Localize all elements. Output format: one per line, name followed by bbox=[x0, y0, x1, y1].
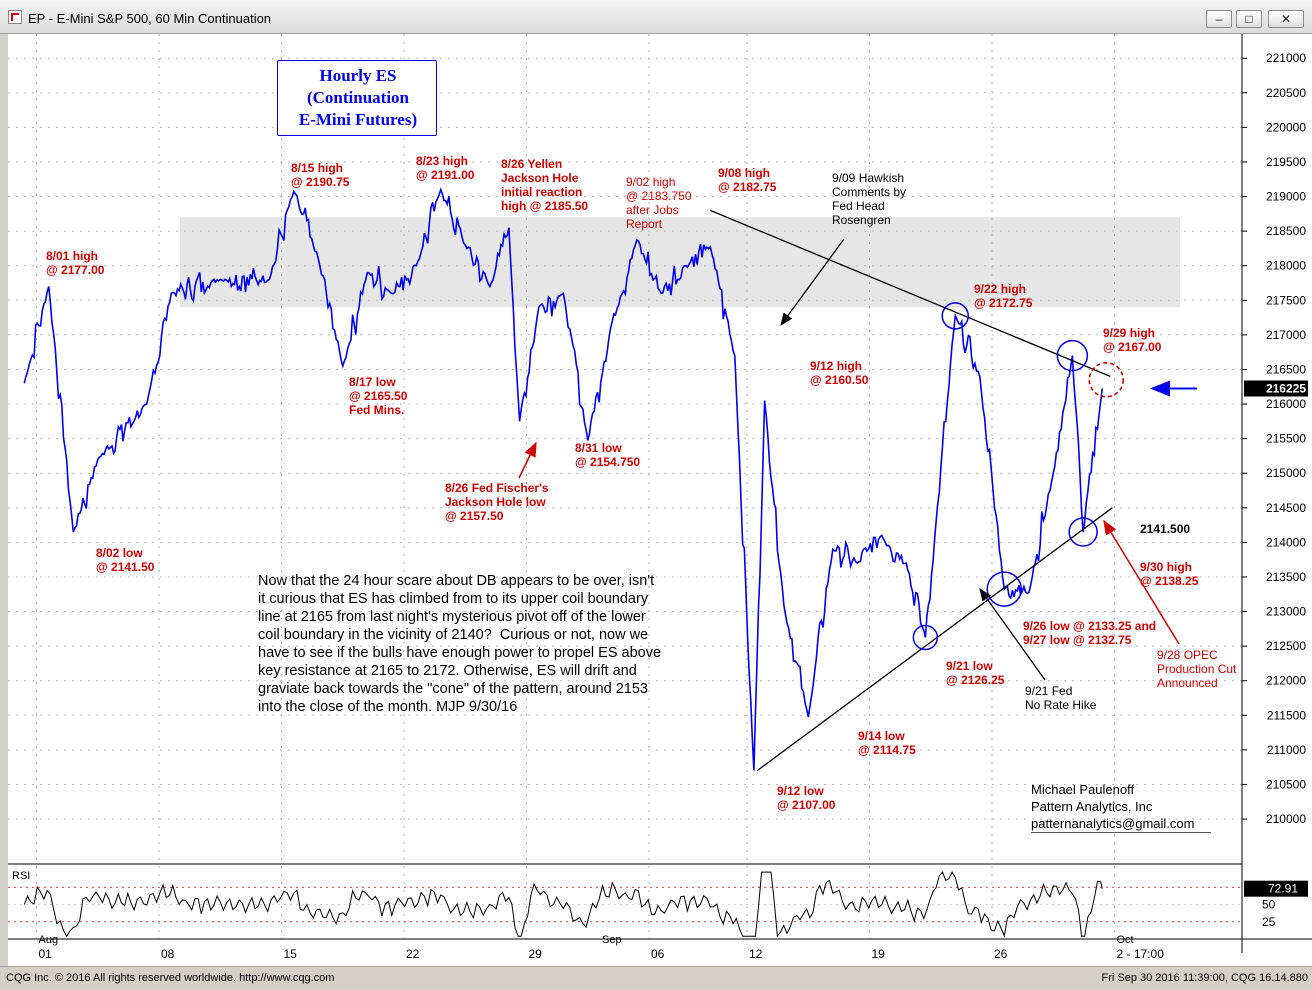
copyright-text: CQG Inc. © 2016 All rights reserved worl… bbox=[6, 972, 335, 984]
annotation-922-high: 9/22 high @ 2172.75 bbox=[974, 282, 1033, 310]
rsi-current-label: 72.91 bbox=[1268, 882, 1298, 896]
price-tick-label: 216000 bbox=[1266, 397, 1306, 411]
minimize-button[interactable]: ‒ bbox=[1206, 10, 1232, 28]
level-label-2141: 2141.500 bbox=[1140, 522, 1191, 536]
price-tick-label: 218500 bbox=[1266, 224, 1306, 238]
status-bar: CQG Inc. © 2016 All rights reserved worl… bbox=[0, 966, 1312, 990]
chart-area[interactable]: 210000 210500 211000 211500 212000 212500 2130… bbox=[8, 34, 1312, 966]
time-tick-label: 19 bbox=[872, 947, 886, 961]
time-tick-label: 15 bbox=[284, 947, 298, 961]
info-line-1: Hourly ES bbox=[319, 66, 397, 85]
month-label: Oct bbox=[1117, 934, 1134, 946]
price-chart[interactable]: 210000 210500 211000 211500 212000 212500 2130… bbox=[8, 34, 1312, 966]
upper-trendline bbox=[710, 209, 1111, 377]
annotation-912-high: 9/12 high @ 2160.50 bbox=[810, 359, 869, 387]
time-tick-label: 08 bbox=[161, 947, 175, 961]
time-tick-label: 12 bbox=[749, 947, 763, 961]
annotation-826-fischer: 8/26 Fed Fischer's Jackson Hole low @ 2157… bbox=[445, 481, 549, 523]
price-tick-label: 213000 bbox=[1266, 605, 1306, 619]
rsi-line bbox=[23, 871, 1103, 938]
pivot-circle bbox=[941, 302, 969, 330]
annotation-930-high: 9/30 high @ 2138.25 bbox=[1140, 560, 1199, 588]
close-button[interactable]: ✕ bbox=[1268, 10, 1304, 28]
price-tick-label: 214000 bbox=[1266, 535, 1306, 549]
annotation-823-high: 8/23 high @ 2191.00 bbox=[416, 154, 475, 182]
target-circle bbox=[1088, 362, 1125, 398]
annotation-929-high: 9/29 high @ 2167.00 bbox=[1103, 326, 1162, 354]
time-tick-label: 29 bbox=[529, 947, 543, 961]
info-line-3: E-Mini Futures) bbox=[298, 110, 418, 129]
app-icon bbox=[8, 10, 22, 24]
annotation-826-yellen: 8/26 Yellen Jackson Hole initial reaction h… bbox=[501, 157, 589, 213]
annotation-815-high: 8/15 high @ 2190.75 bbox=[291, 161, 350, 189]
arrow-rosengren bbox=[780, 238, 845, 327]
price-tick-label: 218000 bbox=[1266, 259, 1306, 273]
time-tick-label: 2 - 17:00 bbox=[1117, 947, 1165, 961]
price-tick-label: 220000 bbox=[1266, 120, 1306, 134]
last-price-label: 216225 bbox=[1266, 381, 1306, 395]
price-tick-label: 215500 bbox=[1266, 432, 1306, 446]
annotation-902-high: 9/02 high @ 2183.750 after Jobs Report bbox=[626, 175, 692, 231]
annotation-831-low: 8/31 low @ 2154.750 bbox=[575, 441, 641, 469]
price-tick-label: 214500 bbox=[1266, 501, 1306, 515]
price-series-line bbox=[23, 187, 1104, 771]
time-tick-label: 06 bbox=[651, 947, 665, 961]
price-tick-label: 210500 bbox=[1266, 777, 1306, 791]
chart-info-box: Hourly ES (Continuation E-Mini Futures) bbox=[277, 60, 437, 136]
arrow-fischer bbox=[518, 441, 537, 479]
annotation-908-high: 9/08 high @ 2182.75 bbox=[718, 166, 777, 194]
price-tick-label: 217000 bbox=[1266, 328, 1306, 342]
annotation-914-low: 9/14 low @ 2114.75 bbox=[858, 729, 916, 757]
resistance-zone bbox=[180, 217, 1180, 308]
last-price-box bbox=[1244, 380, 1308, 397]
info-line-2: (Continuation bbox=[306, 88, 410, 107]
annotation-802-low: 8/02 low @ 2141.50 bbox=[96, 546, 155, 574]
time-tick-label: 22 bbox=[406, 947, 420, 961]
rsi-current-box bbox=[1244, 880, 1308, 897]
pivot-circle bbox=[912, 624, 939, 651]
rsi-label: RSI bbox=[12, 870, 30, 882]
arrow-fed-no-hike bbox=[979, 587, 1046, 681]
price-tick-label: 219500 bbox=[1266, 155, 1306, 169]
time-tick-label: 26 bbox=[994, 947, 1008, 961]
month-label: Aug bbox=[39, 934, 59, 946]
price-tick-label: 212000 bbox=[1266, 674, 1306, 688]
price-tick-label: 213500 bbox=[1266, 570, 1306, 584]
price-tick-label: 212500 bbox=[1266, 639, 1306, 653]
lower-trendline bbox=[756, 507, 1113, 772]
price-tick-label: 216500 bbox=[1266, 362, 1306, 376]
arrow-opec bbox=[1103, 519, 1180, 645]
annotation-926-low: 9/26 low @ 2133.25 and 9/27 low @ 2132.75 bbox=[1023, 619, 1157, 647]
price-tick-label: 221000 bbox=[1266, 51, 1306, 65]
rsi-tick-label: 25 bbox=[1262, 915, 1276, 929]
annotation-921-low: 9/21 low @ 2126.25 bbox=[946, 659, 1005, 687]
price-tick-label: 211500 bbox=[1267, 708, 1306, 722]
status-datetime: Fri Sep 30 2016 11:39:00, CQG 16.14.880 bbox=[1101, 972, 1309, 984]
month-label: Sep bbox=[602, 934, 622, 946]
rsi-tick-label: 50 bbox=[1262, 898, 1276, 912]
price-tick-label: 211000 bbox=[1267, 743, 1306, 757]
annotation-801-high: 8/01 high @ 2177.00 bbox=[46, 249, 105, 277]
price-tick-label: 220500 bbox=[1266, 86, 1306, 100]
commentary-text: Now that the 24 hour scare about DB appe… bbox=[258, 573, 662, 715]
price-tick-label: 219000 bbox=[1266, 190, 1306, 204]
annotation-817-low: 8/17 low @ 2165.50 Fed Mins. bbox=[349, 375, 408, 417]
time-tick-label: 01 bbox=[39, 947, 53, 961]
window-title: EP - E-Mini S&P 500, 60 Min Continuation bbox=[28, 11, 272, 26]
price-tick-label: 215000 bbox=[1266, 466, 1306, 480]
annotation-921-fed: 9/21 Fed No Rate Hike bbox=[1025, 684, 1097, 712]
annotation-912-low: 9/12 low @ 2107.00 bbox=[777, 784, 836, 812]
pivot-circle bbox=[1056, 339, 1089, 372]
author-signature: Michael Paulenoff Pattern Analytics, Inc… bbox=[1031, 782, 1195, 831]
price-tick-label: 217500 bbox=[1266, 293, 1306, 307]
annotation-909-rosengren: 9/09 Hawkish Comments by Fed Head Rosengren bbox=[832, 171, 907, 227]
annotation-928-opec: 9/28 OPEC Production Cut Announced bbox=[1157, 648, 1237, 690]
signature-underline bbox=[1031, 832, 1211, 833]
pivot-circle bbox=[1068, 517, 1098, 547]
price-tick-label: 210000 bbox=[1266, 812, 1306, 826]
title-bar: EP - E-Mini S&P 500, 60 Min Continuation… bbox=[0, 0, 1312, 34]
maximize-button[interactable]: □ bbox=[1236, 10, 1262, 28]
